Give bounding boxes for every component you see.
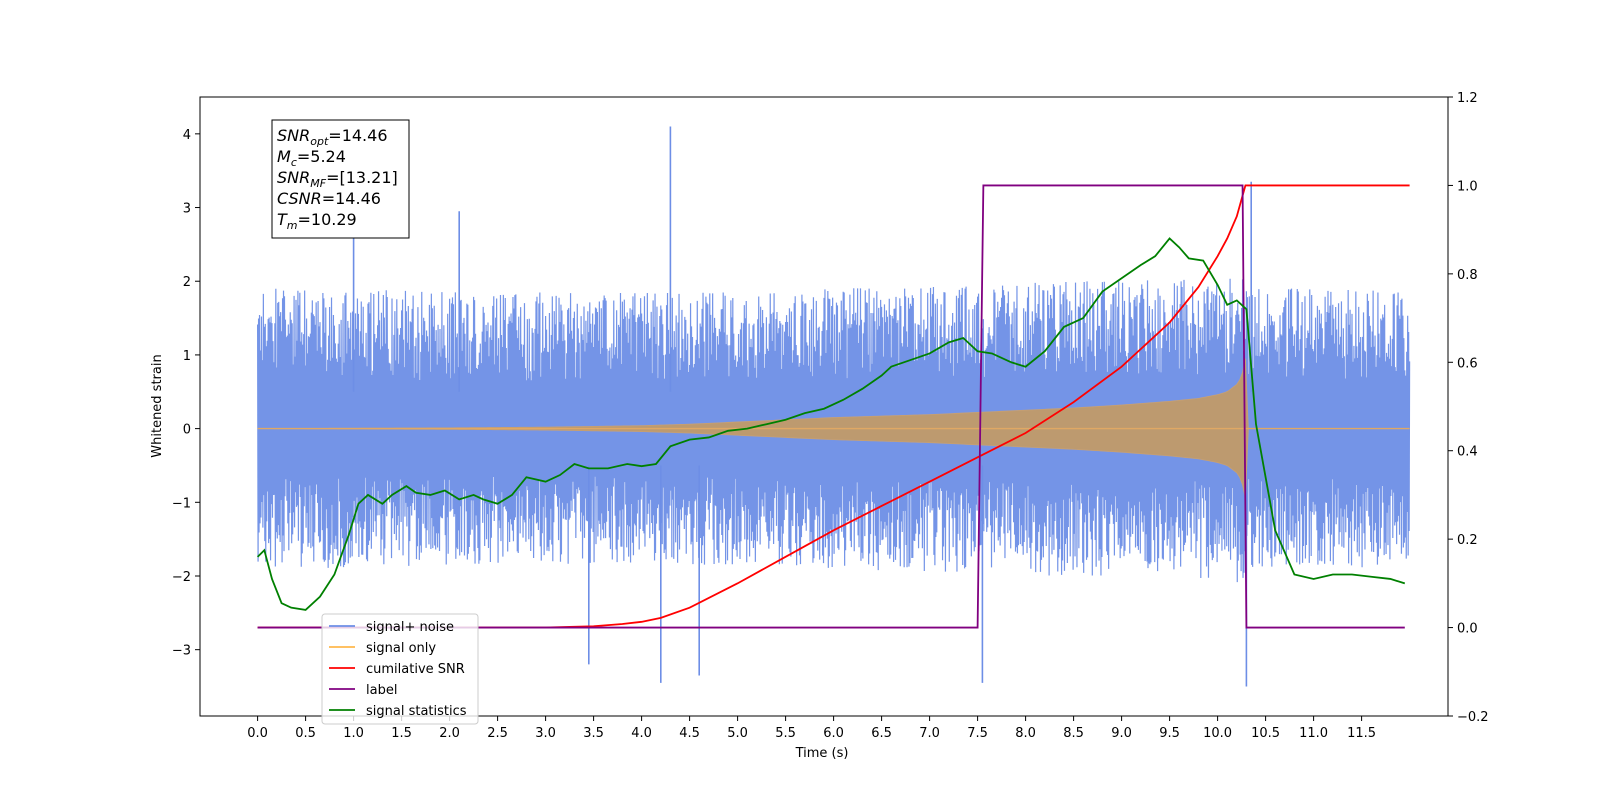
- y2-tick-label: 0.2: [1457, 533, 1478, 548]
- y2-tick-label: 1.0: [1457, 179, 1478, 194]
- legend-entry-label: signal only: [366, 641, 436, 656]
- x-tick-label: 5.5: [775, 726, 796, 741]
- x-tick-label: 9.5: [1159, 726, 1180, 741]
- y-tick-label: −3: [172, 644, 191, 659]
- legend-frame: [321, 613, 479, 725]
- x-tick-label: 5.0: [727, 726, 748, 741]
- x-tick-label: 1.0: [343, 726, 364, 741]
- x-tick-label: 2.5: [487, 726, 508, 741]
- x-tick-label: 6.5: [871, 726, 892, 741]
- x-tick-label: 11.5: [1347, 726, 1376, 741]
- annotation-box: SNRopt=14.46Mc=5.24SNRMF=[13.21]CSNR=14.…: [271, 119, 410, 239]
- legend: signal+ noise signal only cumilative SNR la…: [321, 613, 479, 725]
- x-axis-label: Time (s): [795, 746, 849, 761]
- plot-area: [256, 126, 1411, 687]
- legend-entry-label: cumilative SNR: [366, 662, 465, 677]
- legend-entry-label: label: [366, 683, 397, 698]
- y-tick-label: 0: [183, 423, 191, 438]
- x-tick-label: 0.0: [247, 726, 268, 741]
- series-signal-noise-line: [257, 278, 1411, 583]
- series-cumulative-snr-line: [257, 184, 1410, 629]
- y-tick-label: 3: [183, 202, 191, 217]
- x-tick-label: 9.0: [1111, 726, 1132, 741]
- x-tick-label: 4.5: [679, 726, 700, 741]
- x-tick-label: 1.5: [391, 726, 412, 741]
- x-tick-label: 4.0: [631, 726, 652, 741]
- y2-tick-label: −0.2: [1457, 710, 1489, 725]
- series-label-line: [257, 184, 1405, 629]
- legend-entry-label: signal statistics: [366, 704, 467, 719]
- x-tick-label: 7.0: [919, 726, 940, 741]
- annotation-line: SNRMF=[13.21]: [277, 168, 398, 190]
- annotation-frame: [271, 119, 410, 239]
- y-axis-label: Whitened strain: [150, 354, 165, 457]
- annotation-line: SNRopt=14.46: [277, 126, 388, 148]
- series-signal-statistics-line: [256, 237, 1406, 611]
- annotation-line: Tm=10.29: [277, 210, 357, 232]
- x-tick-label: 8.5: [1063, 726, 1084, 741]
- legend-entry-label: signal+ noise: [366, 620, 454, 635]
- x-tick-label: 10.0: [1203, 726, 1232, 741]
- y-tick-label: 1: [183, 349, 191, 364]
- x-tick-label: 3.5: [583, 726, 604, 741]
- y2-tick-label: 0.0: [1457, 622, 1478, 637]
- y-tick-label: −1: [172, 496, 191, 511]
- axes: 0.0 0.5 1.0 1.5 2.0 2.5 3.0 3.5 4.0 4.5 5.0 5.5 6.0 6…: [172, 91, 1489, 741]
- x-tick-label: 0.5: [295, 726, 316, 741]
- y-tick-label: 4: [183, 128, 191, 143]
- x-tick-label: 11.0: [1299, 726, 1328, 741]
- annotation-line: CSNR=14.46: [277, 189, 381, 208]
- x-tick-label: 2.0: [439, 726, 460, 741]
- y2-tick-label: 0.8: [1457, 268, 1478, 283]
- y2-tick-label: 0.4: [1457, 445, 1478, 460]
- x-tick-label: 8.0: [1015, 726, 1036, 741]
- annotation-line: Mc=5.24: [277, 147, 346, 169]
- y-tick-label: 2: [183, 275, 191, 290]
- y-tick-label: −2: [172, 570, 191, 585]
- y2-tick-label: 1.2: [1457, 91, 1478, 106]
- x-tick-label: 6.0: [823, 726, 844, 741]
- x-tick-label: 3.0: [535, 726, 556, 741]
- plot-frame: [199, 96, 1449, 717]
- x-tick-label: 7.5: [967, 726, 988, 741]
- x-tick-label: 10.5: [1251, 726, 1280, 741]
- y2-tick-label: 0.6: [1457, 356, 1478, 371]
